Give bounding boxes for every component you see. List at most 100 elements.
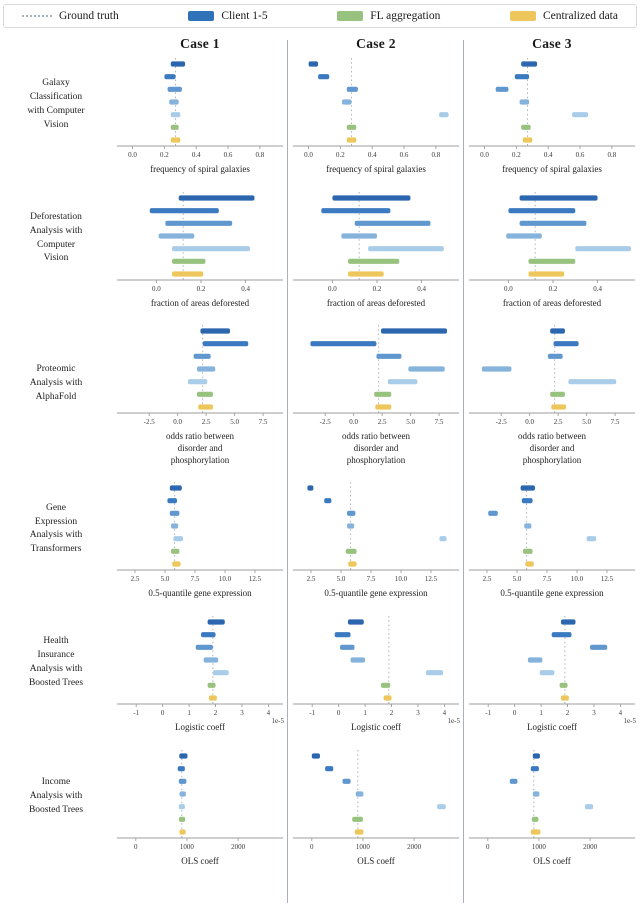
row-label-line: Gene xyxy=(45,502,67,513)
bar-client-2 xyxy=(164,74,176,80)
subplot-cell: -1 0 1 2 3 4 1e-5 Logistic coeff xyxy=(464,612,640,734)
subplot-case-1: 2.5 5.0 7.5 10.0 12.5 xyxy=(117,482,283,583)
tick-label: 10.0 xyxy=(219,575,232,583)
tick-label: 7.5 xyxy=(611,418,620,426)
x-axis-label-line: frequency of spiral galaxies xyxy=(150,164,250,174)
tick-label: 2 xyxy=(390,709,394,717)
bar-client-5 xyxy=(170,112,181,118)
fl-aggregation-swatch-icon xyxy=(337,11,364,21)
x-axis-label-line: odds ratio between xyxy=(518,431,586,442)
row-label-line: Analysis with xyxy=(29,530,83,541)
tick-label: 4 xyxy=(443,709,447,717)
bar-client-2 xyxy=(334,632,351,638)
bar-client-2 xyxy=(201,632,216,638)
centralized-swatch-icon xyxy=(509,11,536,21)
x-axis-label-line: disorder and xyxy=(353,443,399,454)
row-label-line: Vision xyxy=(43,119,69,130)
bar-client-4 xyxy=(203,657,219,663)
bar-centralized-data xyxy=(551,404,567,410)
bar-client-4 xyxy=(519,99,530,105)
subplot-case-3: 0.0 0.2 0.4 0.6 0.8 xyxy=(469,58,635,159)
subplot-cell: -2.5 0.0 2.5 5.0 7.5 odds ratio between disord… xyxy=(464,321,640,466)
subplot-case-1: -2.5 0.0 2.5 5.0 7.5 xyxy=(117,325,283,426)
tick-label: 0.4 xyxy=(544,151,553,159)
bar-fl-aggregation xyxy=(374,392,392,398)
bar-client-5 xyxy=(572,112,589,118)
tick-label: 0.2 xyxy=(160,151,169,159)
tick-label: 1000 xyxy=(532,843,547,851)
bar-client-3 xyxy=(488,511,498,517)
bar-fl-aggregation xyxy=(172,258,206,264)
tick-label: 3 xyxy=(240,709,244,717)
subplot-case-1: 0.0 0.2 0.4 xyxy=(117,191,283,293)
subplot-case-1: 0 1000 2000 xyxy=(117,749,283,851)
subplot-cell: 0 1000 2000 OLS coeff xyxy=(112,746,288,868)
tick-label: 5.0 xyxy=(337,575,346,583)
bar-fl-aggregation xyxy=(207,682,216,689)
bar-client-2 xyxy=(508,207,576,213)
tick-label: 3 xyxy=(592,709,596,717)
tick-label: 0.0 xyxy=(173,418,182,426)
row-label-line: Income xyxy=(41,777,71,787)
x-axis-label: odds ratio between disorder and phosphoryl… xyxy=(166,431,234,466)
row-label-line: Classification xyxy=(29,92,83,103)
bar-client-3 xyxy=(178,778,187,784)
x-axis-label: fraction of areas deforested xyxy=(151,298,249,310)
tick-label: 2.5 xyxy=(483,575,492,583)
row-label: Deforestation Analysis with Computer Vision xyxy=(0,188,112,310)
row-label: Gene Expression Analysis with Transformers xyxy=(0,478,112,600)
row-label-line: Analysis with xyxy=(29,378,83,389)
tick-label: 0.4 xyxy=(241,285,250,293)
x-axis-label: frequency of spiral galaxies xyxy=(326,164,426,176)
tick-label: 0.6 xyxy=(224,151,233,159)
x-axis-label: Logistic coeff xyxy=(527,722,577,734)
tick-label: 5.0 xyxy=(582,418,591,426)
tick-label: 4 xyxy=(619,709,623,717)
bar-client-1 xyxy=(520,485,535,492)
tick-label: 0.0 xyxy=(504,285,513,293)
bar-client-5 xyxy=(172,245,251,251)
bar-client-4 xyxy=(169,99,179,105)
row-label-line: AlphaFold xyxy=(35,391,77,402)
legend-label-clients: Client 1-5 xyxy=(221,10,268,22)
bar-client-5 xyxy=(178,803,185,810)
bar-client-1 xyxy=(380,328,448,334)
tick-label: 0.8 xyxy=(256,151,265,159)
bar-client-4 xyxy=(341,233,377,239)
bar-client-3 xyxy=(346,86,358,92)
tick-label: 0 xyxy=(134,843,138,851)
x-axis-label-line: frequency of spiral galaxies xyxy=(326,164,426,174)
bar-fl-aggregation xyxy=(179,816,186,822)
bar-client-2 xyxy=(177,765,185,772)
legend-label-fl-aggregation: FL aggregation xyxy=(370,10,441,22)
bar-client-3 xyxy=(495,86,509,92)
bar-client-1 xyxy=(170,61,186,67)
x-axis-label: OLS coeff xyxy=(357,856,395,868)
figure-row: Proteomic Analysis with AlphaFold -2.5 0.0 2.… xyxy=(0,321,640,478)
bar-client-3 xyxy=(339,644,355,651)
x-axis-label-line: Logistic coeff xyxy=(350,722,402,733)
row-label: Health Insurance Analysis with Boosted Tree… xyxy=(0,612,112,734)
bar-client-4 xyxy=(408,366,445,372)
tick-label: 0.2 xyxy=(373,285,382,293)
bar-centralized-data xyxy=(525,561,534,568)
x-axis-label-line: disorder and xyxy=(529,443,575,454)
client-swatch-icon xyxy=(188,11,215,21)
tick-label: 4 xyxy=(267,709,271,717)
tick-label: 0.4 xyxy=(593,285,602,293)
x-axis-label-line: fraction of areas deforested xyxy=(150,297,250,308)
tick-label: -2.5 xyxy=(320,418,332,426)
row-label-line: Deforestation xyxy=(30,212,82,222)
bar-client-2 xyxy=(202,341,249,347)
bar-fl-aggregation xyxy=(197,392,213,398)
bar-centralized-data xyxy=(172,271,204,277)
bar-client-4 xyxy=(350,657,366,663)
x-axis-label-line: 0.5-quantile gene expression xyxy=(324,588,428,599)
tick-label: 0 xyxy=(161,709,165,717)
subplot-cell: 0.0 0.2 0.4 fraction of areas deforested xyxy=(112,188,288,310)
bar-client-4 xyxy=(481,366,512,372)
legend-label-ground-truth: Ground truth xyxy=(59,10,119,22)
axis-offset-label: 1e-5 xyxy=(448,717,461,724)
x-axis-label-line: frequency of spiral galaxies xyxy=(502,164,602,174)
